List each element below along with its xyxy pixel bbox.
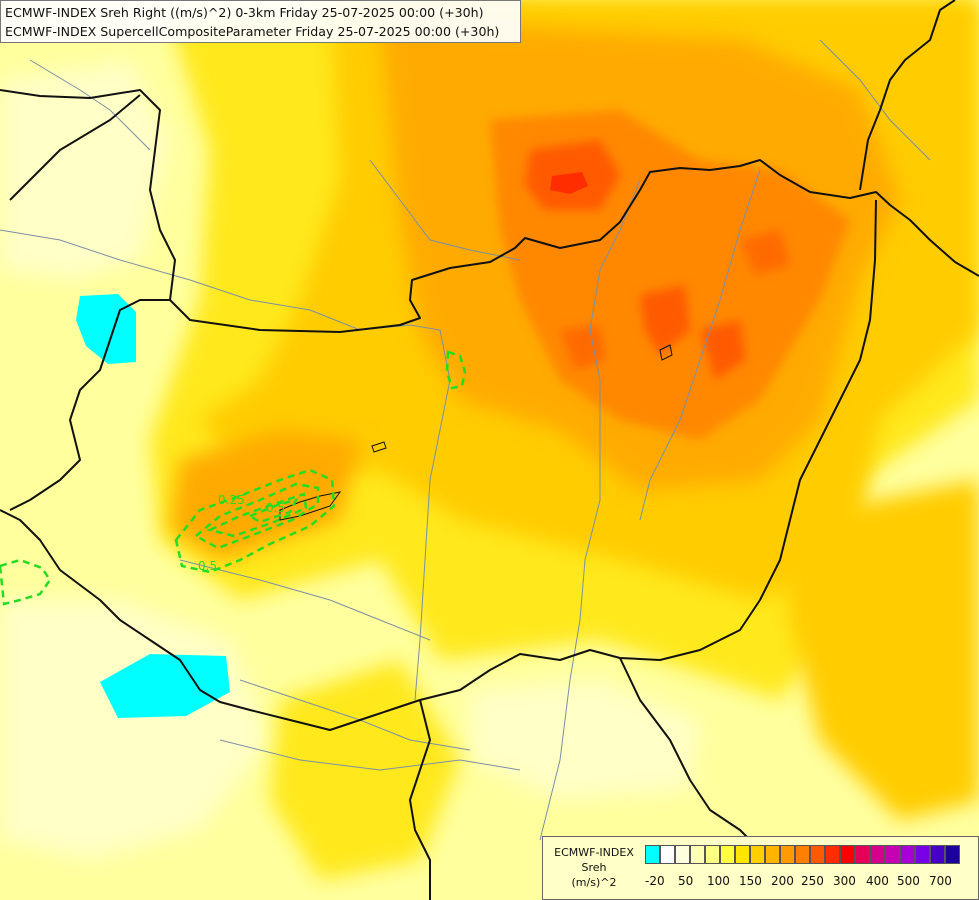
legend-swatch-0 (645, 845, 660, 864)
orange-region-west (170, 430, 360, 560)
red-orange-core-mid (560, 325, 605, 370)
contour-label-025: 0.25 (218, 493, 245, 507)
border-northeast (859, 0, 956, 191)
legend-title-variable: Sreh (581, 861, 607, 874)
contour-small-north (445, 350, 467, 390)
legend-swatch-9 (780, 845, 795, 864)
border-south (409, 699, 431, 900)
legend-tick-label-6: 300 (833, 874, 856, 888)
legend-swatch-20 (945, 845, 960, 864)
river-drava (179, 559, 431, 641)
legend-swatch-19 (930, 845, 945, 864)
legend-tick-row: -20 50 100 150 200 250 300 400 500 700 (641, 874, 971, 890)
border-east (389, 199, 877, 711)
contour-core (247, 498, 299, 524)
legend-title: ECMWF-INDEX Sreh (m/s)^2 (543, 845, 645, 890)
legend-swatch-13 (840, 845, 855, 864)
lake-balaton (279, 491, 342, 521)
legend-swatch-8 (765, 845, 780, 864)
border-southwest (0, 509, 391, 731)
contour-label-05-south: 0.5 (198, 559, 217, 573)
legend-swatch-3 (690, 845, 705, 864)
pale-region-south (470, 680, 700, 800)
legend-colorbar (645, 845, 960, 864)
legend-tick-label-7: 400 (866, 874, 889, 888)
lake-outlines (279, 344, 673, 521)
lake-small-north (371, 441, 387, 453)
legend-swatch-1 (660, 845, 675, 864)
header-line-scp: ECMWF-INDEX SupercellCompositeParameter … (5, 24, 500, 39)
contour-west (0, 558, 52, 606)
river-northeast (819, 39, 931, 161)
negative-region-nw (76, 294, 136, 364)
river-east (639, 169, 761, 521)
river-west (0, 229, 451, 701)
yellow-region-south (270, 660, 460, 880)
legend-swatch-10 (795, 845, 810, 864)
pale-region-west (0, 60, 170, 280)
gold-region-southeast (780, 480, 979, 820)
legend-swatch-4 (705, 845, 720, 864)
river-tisza (539, 179, 641, 841)
legend-title-source: ECMWF-INDEX (554, 846, 634, 859)
legend-tick-label-0: -20 (645, 874, 665, 888)
legend-tick-label-1: 50 (678, 874, 694, 888)
contour-label-05-center: 0.5 (266, 501, 285, 515)
legend-swatch-15 (870, 845, 885, 864)
river-north (369, 159, 521, 261)
legend-swatch-18 (915, 845, 930, 864)
red-core-north (550, 172, 588, 194)
legend-tick-label-5: 250 (801, 874, 824, 888)
contour-labels: 0.25 0.5 0.5 (198, 493, 285, 573)
header-line-sreh: ECMWF-INDEX Sreh Right ((m/s)^2) 0-3km F… (5, 5, 484, 20)
legend-swatch-5 (720, 845, 735, 864)
legend-tick-label-4: 200 (771, 874, 794, 888)
legend-tick-label-2: 100 (707, 874, 730, 888)
legend-swatch-17 (900, 845, 915, 864)
river-northwest (29, 59, 151, 151)
legend-tick-label-3: 150 (739, 874, 762, 888)
river-south (219, 739, 521, 771)
legend-tick-label-8: 500 (897, 874, 920, 888)
legend-swatch-2 (675, 845, 690, 864)
scp-contours (0, 350, 467, 606)
legend-swatch-14 (855, 845, 870, 864)
contour-inner-1 (193, 482, 320, 550)
contour-outer (174, 468, 336, 574)
legend-swatch-16 (885, 845, 900, 864)
border-west (9, 94, 141, 201)
legend-swatch-6 (735, 845, 750, 864)
legend-swatch-11 (810, 845, 825, 864)
lake-small-east (659, 344, 673, 361)
legend-swatch-7 (750, 845, 765, 864)
negative-region-sw (100, 654, 230, 718)
red-orange-core-ne (740, 230, 790, 275)
contour-inner-2 (206, 492, 308, 538)
map-header: ECMWF-INDEX Sreh Right ((m/s)^2) 0-3km F… (0, 0, 521, 43)
legend-tick-label-9: 700 (929, 874, 952, 888)
border-west-2 (9, 299, 170, 511)
border-north (0, 89, 979, 333)
red-orange-core-center (640, 285, 690, 355)
legend-swatch-12 (825, 845, 840, 864)
red-orange-core-east (700, 320, 745, 380)
rivers (0, 39, 931, 841)
legend: ECMWF-INDEX Sreh (m/s)^2 -20 50 100 150 200 2… (542, 836, 979, 900)
legend-title-unit: (m/s)^2 (571, 876, 617, 889)
